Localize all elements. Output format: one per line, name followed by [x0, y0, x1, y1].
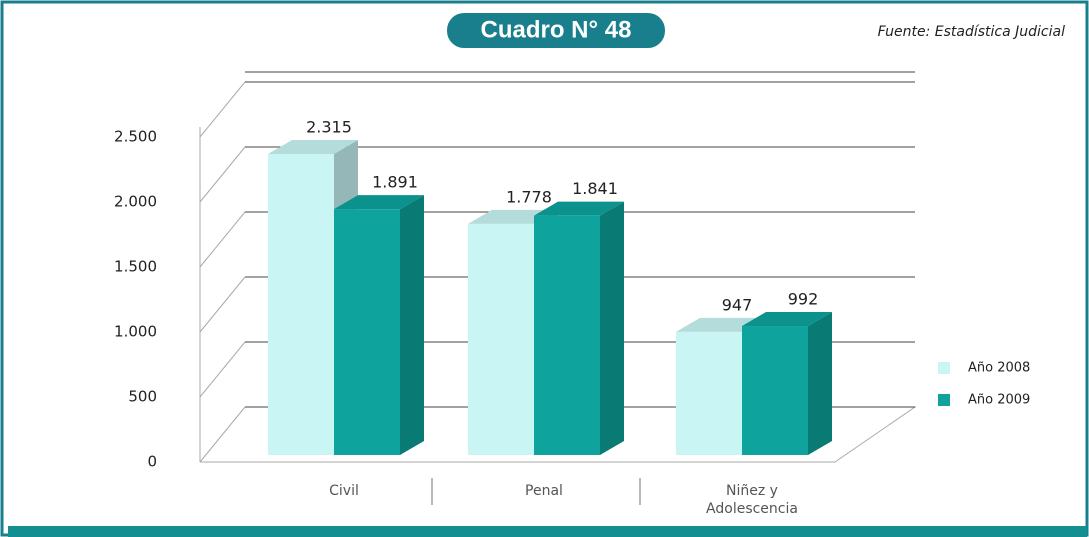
bar-top	[742, 312, 832, 327]
y-tick-label: 0	[147, 453, 157, 471]
tick-diagonal	[199, 211, 246, 268]
bar-top	[268, 140, 358, 155]
data-label: 1.841	[572, 179, 618, 198]
x-tick-label: Penal	[525, 483, 563, 499]
y-tick-label: 1.500	[114, 258, 157, 276]
legend-label: Año 2009	[968, 393, 1030, 408]
tick-diagonal	[199, 406, 246, 463]
bar	[742, 326, 808, 455]
tick-diagonal	[199, 81, 246, 138]
legend-swatch	[938, 394, 950, 406]
legend-swatch	[938, 362, 950, 374]
y-tick-label: 500	[128, 388, 157, 406]
footer-bar	[8, 526, 1087, 537]
bar-top	[334, 195, 424, 210]
bar	[334, 209, 400, 455]
bar-top	[534, 201, 624, 216]
legend-label: Año 2008	[968, 361, 1030, 376]
bar-side	[400, 195, 424, 456]
bar-side	[600, 201, 624, 455]
title-pill	[447, 13, 665, 48]
bar	[268, 154, 334, 456]
x-tick-label: Civil	[329, 483, 359, 499]
data-label: 1.778	[506, 187, 552, 206]
chart-title: Cuadro N° 48	[481, 16, 632, 43]
data-label: 947	[722, 295, 753, 314]
tick-diagonal	[199, 276, 246, 333]
data-label: 992	[788, 290, 819, 309]
bar	[676, 331, 742, 455]
y-tick-label: 2.500	[114, 128, 157, 146]
bar-side	[808, 312, 832, 455]
tick-diagonal	[199, 341, 246, 398]
data-label: 1.891	[372, 173, 418, 192]
y-tick-label: 1.000	[114, 323, 157, 341]
bar	[468, 223, 534, 455]
data-label: 2.315	[306, 118, 352, 137]
x-tick-label: Niñez y Adolescencia	[706, 483, 798, 517]
source: Fuente: Estadística Judicial	[878, 24, 1065, 40]
y-tick-label: 2.000	[114, 193, 157, 211]
bar	[534, 215, 600, 455]
tick-diagonal	[199, 146, 246, 203]
